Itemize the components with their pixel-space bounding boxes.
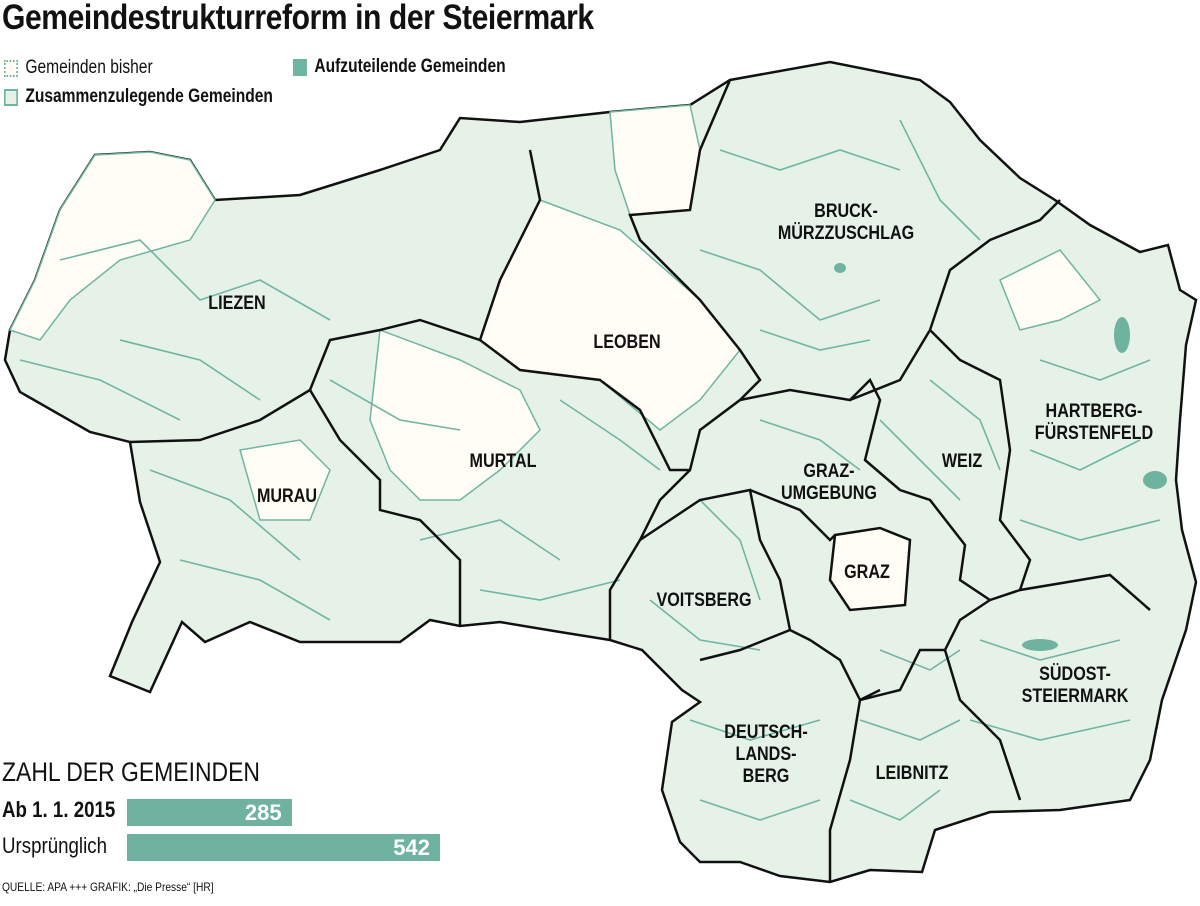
legend-swatch-split [293, 58, 307, 76]
legend-merged: Zusammenzulegende Gemeinden [4, 86, 273, 108]
legend-label-existing: Gemeinden bisher [25, 57, 153, 78]
bar-value-original: 542 [393, 835, 430, 860]
legend-label-merged: Zusammenzulegende Gemeinden [25, 86, 273, 107]
district-label: DEUTSCH- LANDS- BERG [724, 722, 808, 787]
district-label: MURAU [256, 486, 318, 507]
bar-original: 542 [127, 834, 440, 861]
municipality-borders [19, 119, 1161, 821]
district-label: VOITSBERG [656, 590, 752, 611]
bar-2015: 285 [127, 799, 292, 826]
district-label: WEIZ [941, 451, 983, 472]
district-borders [129, 79, 1151, 882]
district-label: LIEZEN [208, 293, 266, 314]
district-label: GRAZ [844, 562, 890, 583]
legend-swatch-existing [4, 59, 18, 77]
graz-city [828, 526, 912, 612]
district-label: BRUCK- MÜRZZUSCHLAG [777, 201, 915, 244]
page-title: Gemeindestrukturreform in der Steiermark [2, 0, 594, 37]
legend-split: Aufzuteilende Gemeinden [293, 56, 506, 78]
styria-outline [3, 60, 1198, 884]
district-label: LEIBNITZ [875, 763, 949, 784]
district-label: SÜDOST- STEIERMARK [1021, 664, 1129, 707]
split-municipalities [834, 263, 1167, 651]
legend-label-split: Aufzuteilende Gemeinden [314, 56, 506, 77]
legend-existing: Gemeinden bisher [4, 57, 153, 79]
bar-value-2015: 285 [244, 800, 282, 825]
bar-label-2015: Ab 1. 1. 2015 [2, 797, 116, 822]
district-label: MURTAL [469, 451, 537, 472]
legend-swatch-merged [4, 88, 18, 106]
district-label: LEOBEN [593, 332, 661, 353]
source-credit: QUELLE: APA +++ GRAFIK: „Die Presse“ [HR… [2, 880, 214, 894]
chart-title: ZAHL DER GEMEINDEN [2, 757, 261, 787]
district-label: HARTBERG- FÜRSTENFELD [1034, 401, 1154, 444]
district-label: GRAZ- UMGEBUNG [780, 461, 878, 504]
bar-label-original: Ursprünglich [2, 833, 107, 858]
